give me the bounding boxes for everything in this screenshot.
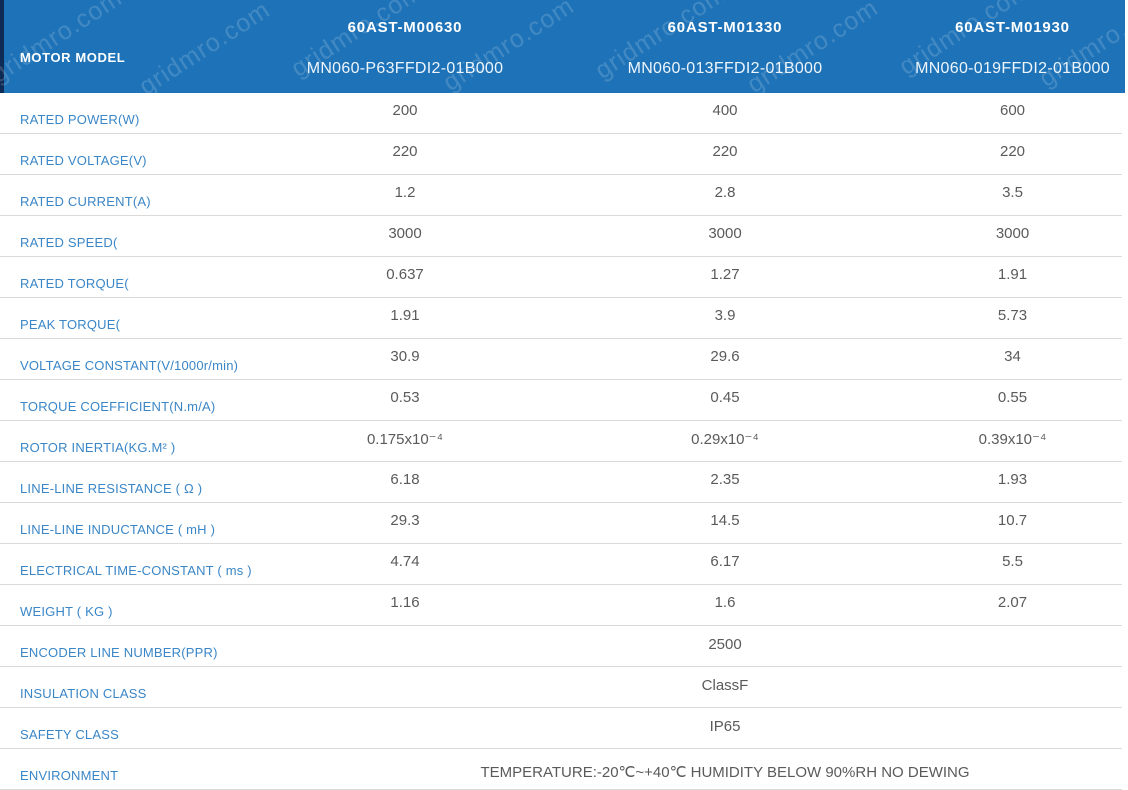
header-edge-strip (0, 0, 4, 93)
row-value: 4.74 (390, 553, 420, 570)
row-label: LINE-LINE RESISTANCE ( Ω ) (20, 481, 203, 496)
row-span-value: TEMPERATURE:-20℃~+40℃ HUMIDITY BELOW 90%… (480, 764, 970, 781)
column-header-model-1: 60AST-M00630 MN060-P63FFDI2-01B000 (245, 0, 565, 93)
row-value: 14.5 (710, 512, 740, 529)
row-label: RATED CURRENT(A) (20, 194, 151, 209)
row-label: VOLTAGE CONSTANT(V/1000r/min) (20, 358, 239, 373)
column-header-model-2: 60AST-M01330 MN060-013FFDI2-01B000 (565, 0, 885, 93)
row-value: 1.91 (997, 266, 1028, 283)
table-row: LINE-LINE INDUCTANCE ( mH ) 29.3 14.5 10.7 (0, 503, 1122, 544)
motor-model-header-label: MOTOR MODEL (20, 50, 126, 65)
row-value: 3000 (708, 225, 742, 242)
row-value: 400 (712, 102, 738, 119)
row-value: 0.45 (710, 389, 740, 406)
row-value: 0.39x10⁻⁴ (978, 431, 1047, 448)
row-value: 220 (999, 143, 1026, 160)
row-label: INSULATION CLASS (20, 686, 147, 701)
row-span-value: 2500 (708, 636, 742, 653)
row-label: TORQUE COEFFICIENT(N.m/A) (20, 399, 216, 414)
table-row: RATED VOLTAGE(V) 220 220 220 (0, 134, 1122, 175)
row-value: 3000 (388, 225, 422, 242)
row-value: 30.9 (390, 348, 420, 365)
row-label: ENCODER LINE NUMBER(PPR) (20, 645, 218, 660)
row-value: 29.3 (390, 512, 420, 529)
table-row: RATED CURRENT(A) 1.2 2.8 3.5 (0, 175, 1122, 216)
table-row: PEAK TORQUE( 1.91 3.9 5.73 (0, 298, 1122, 339)
table-row: RATED POWER(W) 200 400 600 (0, 93, 1122, 134)
row-label: LINE-LINE INDUCTANCE ( mH ) (20, 522, 216, 537)
row-value: 0.29x10⁻⁴ (691, 431, 759, 448)
row-label: ROTOR INERTIA(KG.M² ) (20, 440, 176, 455)
table-row: RATED SPEED( 3000 3000 3000 (0, 216, 1122, 257)
row-value: 2.35 (710, 471, 740, 488)
row-value: 0.637 (386, 266, 424, 283)
table-row: INSULATION CLASS ClassF (0, 667, 1122, 708)
watermark-text: gridmro.com (0, 0, 128, 89)
model-name: 60AST-M01330 (667, 19, 783, 36)
row-value: 29.6 (710, 348, 740, 365)
table-row: ENCODER LINE NUMBER(PPR) 2500 (0, 626, 1122, 667)
row-label: RATED POWER(W) (20, 112, 140, 127)
row-label: PEAK TORQUE( (20, 317, 121, 332)
table-row: WEIGHT ( KG ) 1.16 1.6 2.07 (0, 585, 1122, 626)
row-value: 5.73 (997, 307, 1028, 324)
row-label: SAFETY CLASS (20, 727, 119, 742)
row-value: 1.2 (394, 184, 416, 201)
row-value: 0.53 (390, 389, 420, 406)
table-row: VOLTAGE CONSTANT(V/1000r/min) 30.9 29.6 34 (0, 339, 1122, 380)
row-value: 2.07 (997, 594, 1028, 611)
table-row: LINE-LINE RESISTANCE ( Ω ) 6.18 2.35 1.93 (0, 462, 1122, 503)
row-value: 1.93 (997, 471, 1028, 488)
row-value: 3.9 (714, 307, 736, 324)
row-label: ELECTRICAL TIME-CONSTANT ( ms ) (20, 563, 252, 578)
row-value: 34 (1004, 348, 1021, 365)
row-value: 3.5 (1002, 184, 1023, 201)
row-span-value: ClassF (701, 677, 749, 694)
row-value: 2.8 (714, 184, 736, 201)
table-body: RATED POWER(W) 200 400 600 RATED VOLTAGE(V) 2… (0, 93, 1128, 790)
row-value: 200 (392, 102, 418, 119)
row-value: 3000 (995, 225, 1030, 242)
row-value: 1.91 (390, 307, 420, 324)
model-name: 60AST-M01930 (955, 19, 1070, 36)
part-number: MN060-013FFDI2-01B000 (627, 60, 823, 77)
row-label: RATED TORQUE( (20, 276, 129, 291)
column-header-model-3: 60AST-M01930 MN060-019FFDI2-01B000 (885, 0, 1125, 93)
row-value: 220 (712, 143, 738, 160)
row-label: RATED VOLTAGE(V) (20, 153, 147, 168)
table-row: ELECTRICAL TIME-CONSTANT ( ms ) 4.74 6.17 5… (0, 544, 1122, 585)
row-value: 0.55 (997, 389, 1028, 406)
table-header: MOTOR MODEL 60AST-M00630 MN060-P63FFDI2-… (0, 0, 1125, 93)
table-row: ENVIRONMENT TEMPERATURE:-20℃~+40℃ HUMIDIT… (0, 749, 1122, 790)
row-value: 1.6 (714, 594, 736, 611)
table-row: TORQUE COEFFICIENT(N.m/A) 0.53 0.45 0.55 (0, 380, 1122, 421)
part-number: MN060-P63FFDI2-01B000 (306, 60, 504, 77)
part-number: MN060-019FFDI2-01B000 (915, 60, 1110, 77)
row-value: 600 (999, 102, 1026, 119)
table-row: ROTOR INERTIA(KG.M² ) 0.175x10⁻⁴ 0.29x10⁻⁴… (0, 421, 1122, 462)
model-name: 60AST-M00630 (347, 19, 463, 36)
row-value: 0.175x10⁻⁴ (366, 431, 444, 448)
row-label: ENVIRONMENT (20, 768, 119, 783)
table-row: SAFETY CLASS IP65 (0, 708, 1122, 749)
row-value: 6.18 (390, 471, 420, 488)
row-value: 6.17 (710, 553, 740, 570)
row-value: 1.27 (710, 266, 740, 283)
row-span-value: IP65 (709, 718, 741, 735)
row-label: RATED SPEED( (20, 235, 118, 250)
table-row: RATED TORQUE( 0.637 1.27 1.91 (0, 257, 1122, 298)
row-label: WEIGHT ( KG ) (20, 604, 113, 619)
row-value: 10.7 (997, 512, 1028, 529)
row-value: 5.5 (1002, 553, 1023, 570)
row-value: 220 (392, 143, 418, 160)
row-value: 1.16 (390, 594, 420, 611)
